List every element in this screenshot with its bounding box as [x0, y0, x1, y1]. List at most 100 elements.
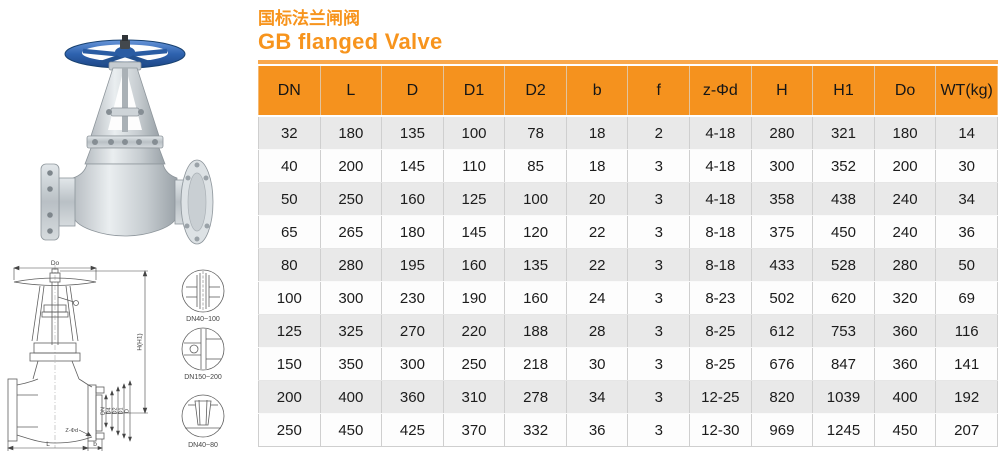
table-row: 100 300 230 190 160 24 3 8-23 502 620 320 69 — [258, 281, 998, 315]
table-cell: 22 — [565, 215, 629, 249]
table-cell: 676 — [750, 347, 814, 381]
table-row: 200 400 360 310 278 34 3 12-25 820 1039 400 192 — [258, 380, 998, 414]
table-cell: 180 — [381, 215, 444, 249]
table-cell: 425 — [381, 413, 444, 447]
column-header: D — [381, 66, 444, 117]
valve-yoke — [90, 61, 160, 137]
table-cell: 145 — [442, 215, 506, 249]
dimension-lines — [7, 265, 148, 451]
table-row: 65 265 180 145 120 22 3 8-18 375 450 240 36 — [258, 215, 998, 249]
table-row: 32 180 135 100 78 18 2 4-18 280 321 180 14 — [258, 116, 998, 150]
table-cell: 370 — [442, 413, 506, 447]
table-cell: 200 — [873, 149, 937, 183]
table-cell: 3 — [627, 380, 691, 414]
table-cell: 120 — [504, 215, 567, 249]
table-cell: 100 — [504, 182, 567, 216]
table-cell: 135 — [381, 116, 444, 150]
table-row: 80 280 195 160 135 22 3 8-18 433 528 280 50 — [258, 248, 998, 282]
table-cell: 1039 — [812, 380, 875, 414]
table-row: 150 350 300 250 218 30 3 8-25 676 847 360 141 — [258, 347, 998, 381]
table-cell: 502 — [750, 281, 814, 315]
table-row: 40 200 145 110 85 18 3 4-18 300 352 200 30 — [258, 149, 998, 183]
table-cell: 753 — [812, 314, 875, 348]
table-cell: 250 — [258, 413, 321, 447]
table-cell: 160 — [381, 182, 444, 216]
detail-label-3: DN40~80 — [188, 442, 218, 449]
table-cell: 278 — [504, 380, 567, 414]
table-cell: 358 — [750, 182, 814, 216]
table-cell: 8-25 — [689, 314, 752, 348]
table-row: 125 325 270 220 188 28 3 8-25 612 753 360 116 — [258, 314, 998, 348]
table-cell: 65 — [258, 215, 321, 249]
product-title-en: GB flanged Valve — [258, 29, 443, 54]
column-header: L — [319, 66, 383, 117]
table-cell: 230 — [381, 281, 444, 315]
table-cell: 450 — [873, 413, 937, 447]
column-header: D1 — [442, 66, 506, 117]
dim-label-d1: D1 — [119, 407, 125, 414]
table-cell: 160 — [504, 281, 567, 315]
table-cell: 280 — [750, 116, 814, 150]
table-cell: 265 — [319, 215, 383, 249]
table-cell: 240 — [873, 215, 937, 249]
valve-bonnet — [84, 135, 166, 165]
table-cell: 180 — [319, 116, 383, 150]
table-cell: 375 — [750, 215, 814, 249]
handwheel-icon — [64, 35, 186, 69]
table-cell: 78 — [504, 116, 567, 150]
table-cell: 3 — [627, 149, 691, 183]
table-cell: 200 — [319, 149, 383, 183]
dim-label-h: H(H1) — [137, 333, 144, 350]
table-cell: 320 — [873, 281, 937, 315]
table-cell: 50 — [258, 182, 321, 216]
table-cell: 360 — [873, 347, 937, 381]
table-cell: 180 — [873, 116, 937, 150]
column-header: H — [750, 66, 814, 117]
table-cell: 145 — [381, 149, 444, 183]
dim-label-d: D — [125, 409, 131, 413]
table-cell: 30 — [935, 149, 998, 183]
dim-label-b: b — [93, 441, 97, 448]
table-cell: 450 — [812, 215, 875, 249]
table-cell: 125 — [258, 314, 321, 348]
column-header: H1 — [812, 66, 875, 117]
table-cell: 3 — [627, 215, 691, 249]
table-cell: 32 — [258, 116, 321, 150]
table-cell: 36 — [565, 413, 629, 447]
table-cell: 620 — [812, 281, 875, 315]
table-cell: 400 — [873, 380, 937, 414]
dim-label-dn: DN — [101, 407, 107, 415]
table-row: 50 250 160 125 100 20 3 4-18 358 438 240 34 — [258, 182, 998, 216]
table-cell: 3 — [627, 347, 691, 381]
table-cell: 36 — [935, 215, 998, 249]
valve-technical-drawing: Do H(H1) DN D4 D2 D1 D Z-Φd L b — [0, 255, 255, 462]
table-cell: 116 — [935, 314, 998, 348]
detail-view-dn150-200 — [181, 327, 225, 371]
column-header: D2 — [504, 66, 567, 117]
table-cell: 433 — [750, 248, 814, 282]
table-cell: 192 — [935, 380, 998, 414]
valve-body — [40, 159, 214, 245]
table-cell: 360 — [873, 314, 937, 348]
column-header: b — [565, 66, 629, 117]
left-flange — [40, 163, 60, 241]
table-cell: 18 — [565, 149, 629, 183]
table-cell: 100 — [258, 281, 321, 315]
table-cell: 8-25 — [689, 347, 752, 381]
table-cell: 220 — [442, 314, 506, 348]
table-cell: 3 — [627, 413, 691, 447]
table-cell: 250 — [319, 182, 383, 216]
dim-label-l: L — [46, 441, 50, 448]
table-cell: 28 — [565, 314, 629, 348]
table-cell: 20 — [565, 182, 629, 216]
table-cell: 207 — [935, 413, 998, 447]
table-cell: 240 — [873, 182, 937, 216]
column-header: z-Φd — [689, 66, 752, 117]
table-cell: 280 — [319, 248, 383, 282]
table-cell: 30 — [565, 347, 629, 381]
table-cell: 969 — [750, 413, 814, 447]
table-cell: 200 — [258, 380, 321, 414]
table-cell: 218 — [504, 347, 567, 381]
table-cell: 450 — [319, 413, 383, 447]
